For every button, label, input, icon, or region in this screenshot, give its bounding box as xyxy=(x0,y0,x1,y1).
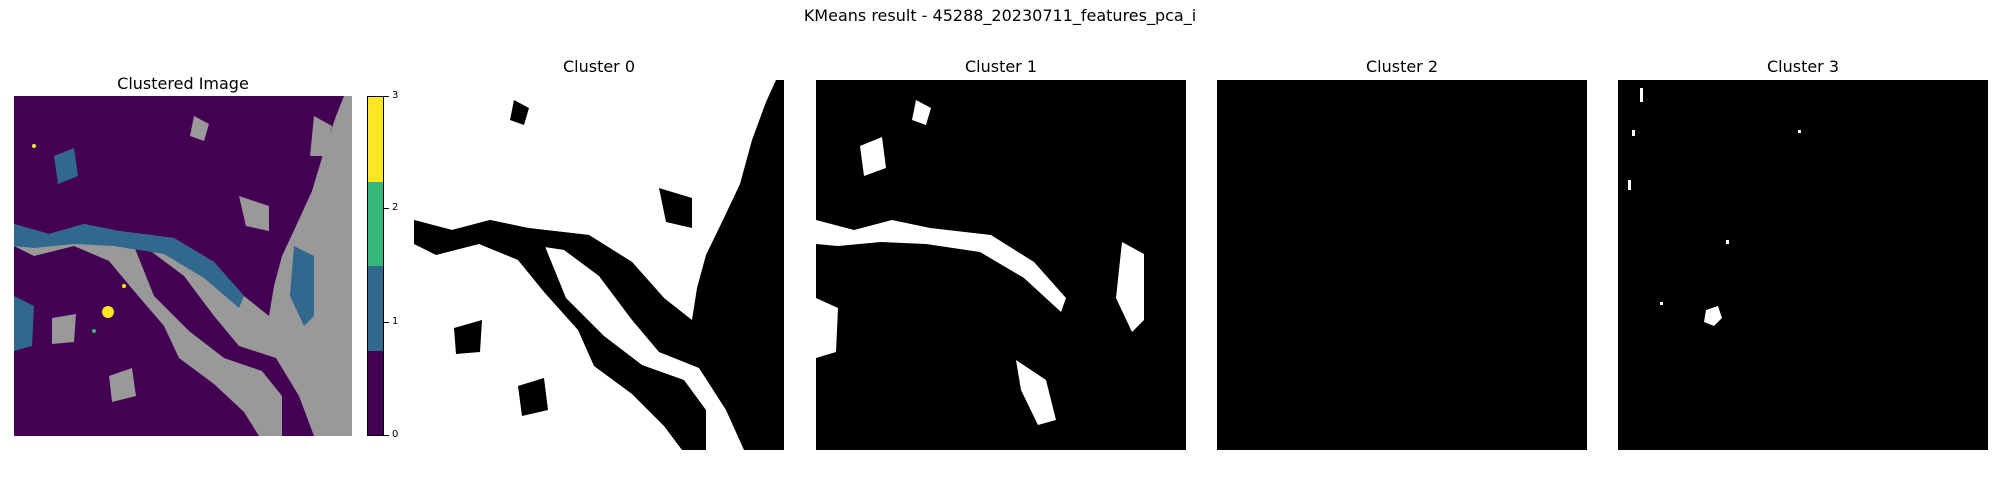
colorbar-label-1: 1 xyxy=(392,316,399,327)
colorbar-tick-3 xyxy=(384,96,389,97)
colorbar-label-2: 2 xyxy=(392,202,399,213)
colorbar-tick-2 xyxy=(384,208,389,209)
colorbar-segment-0 xyxy=(368,350,383,435)
masked-region-main xyxy=(14,96,352,436)
cluster2-title: Cluster 2 xyxy=(1365,57,1439,76)
cluster3-dot-1 xyxy=(32,144,36,148)
cluster0-off-river xyxy=(414,220,664,312)
masked-region-lake xyxy=(239,196,269,231)
colorbar-tick-1 xyxy=(384,322,389,323)
cluster0-title: Cluster 0 xyxy=(562,57,636,76)
cluster0-mask-svg xyxy=(414,80,784,450)
cluster1-on-river xyxy=(816,220,1066,312)
cluster2-dot xyxy=(92,329,96,333)
cluster0-off-main xyxy=(414,80,784,450)
masked-region-small xyxy=(190,116,209,141)
cluster1-title: Cluster 1 xyxy=(964,57,1038,76)
cluster0-off-lake xyxy=(659,188,692,228)
cluster1-shore xyxy=(290,246,314,326)
clustered-image-svg xyxy=(14,96,352,436)
masked-region-south xyxy=(109,368,136,402)
colorbar-tick-0 xyxy=(384,435,389,436)
cluster0-mask xyxy=(414,80,784,450)
cluster1-west xyxy=(14,296,34,351)
cluster1-on-north xyxy=(860,137,886,176)
cluster3-on-spot-6 xyxy=(1660,302,1663,305)
cluster3-on-spot-2 xyxy=(1632,130,1635,136)
cluster3-patch xyxy=(102,306,114,318)
cluster0-off-north xyxy=(510,100,529,125)
cluster0-off-west xyxy=(454,320,482,354)
colorbar xyxy=(367,96,384,436)
cluster3-on-spot-1 xyxy=(1640,88,1643,102)
cluster3-title: Cluster 3 xyxy=(1766,57,1840,76)
colorbar-segment-1 xyxy=(368,266,383,351)
cluster1-on-west xyxy=(816,298,838,358)
cluster3-on-spot-4 xyxy=(1798,130,1801,133)
colorbar-label-3: 3 xyxy=(392,90,399,101)
cluster1-on-south xyxy=(1016,360,1056,425)
clustered-image xyxy=(14,96,352,436)
masked-region-west xyxy=(52,314,76,344)
river-region xyxy=(14,224,244,308)
cluster0-off-south xyxy=(518,378,548,416)
cluster3-on-spot-3 xyxy=(1628,180,1631,190)
cluster3-on-patch xyxy=(1704,306,1722,326)
cluster3-dot-2 xyxy=(122,284,126,288)
cluster1-on-shore xyxy=(1116,242,1144,332)
cluster3-mask-svg xyxy=(1628,88,1801,326)
figure-title: KMeans result - 45288_20230711_features_… xyxy=(803,6,1197,25)
cluster3-mask xyxy=(1618,80,1988,450)
cluster2-mask xyxy=(1217,80,1587,450)
cluster1-on-top xyxy=(912,100,931,125)
masked-region-top xyxy=(310,116,332,156)
colorbar-segment-3 xyxy=(368,97,383,182)
cluster3-on-spot-5 xyxy=(1726,240,1729,244)
cluster1-north xyxy=(54,148,78,184)
colorbar-label-0: 0 xyxy=(392,429,399,440)
cluster1-mask-svg xyxy=(816,100,1144,425)
clustered-image-title: Clustered Image xyxy=(117,74,249,93)
colorbar-segment-2 xyxy=(368,181,383,266)
cluster1-mask xyxy=(816,80,1186,450)
